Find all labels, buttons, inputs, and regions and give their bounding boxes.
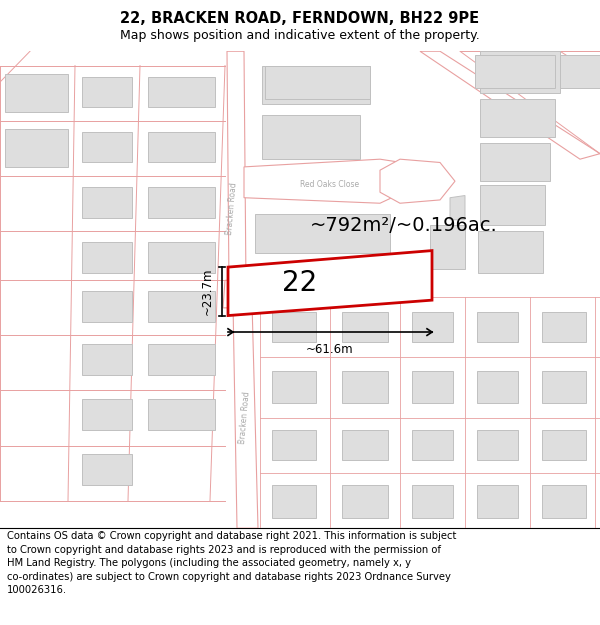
Polygon shape	[272, 371, 316, 402]
Polygon shape	[82, 454, 132, 485]
Polygon shape	[233, 302, 258, 528]
Polygon shape	[477, 371, 518, 402]
Text: Bracken Road: Bracken Road	[238, 391, 252, 444]
Polygon shape	[412, 371, 453, 402]
Polygon shape	[82, 132, 132, 162]
Polygon shape	[560, 54, 600, 88]
Polygon shape	[82, 242, 132, 272]
Polygon shape	[380, 159, 455, 203]
Polygon shape	[227, 51, 246, 286]
Polygon shape	[262, 115, 360, 159]
Text: ~23.7m: ~23.7m	[201, 268, 214, 315]
Polygon shape	[420, 51, 600, 159]
Polygon shape	[228, 251, 432, 316]
Polygon shape	[148, 187, 215, 218]
Polygon shape	[82, 187, 132, 218]
Polygon shape	[542, 485, 586, 518]
Polygon shape	[148, 399, 215, 430]
Polygon shape	[82, 344, 132, 375]
Text: ~61.6m: ~61.6m	[306, 343, 354, 356]
Polygon shape	[244, 159, 430, 203]
Polygon shape	[542, 371, 586, 402]
Polygon shape	[412, 485, 453, 518]
Polygon shape	[480, 51, 560, 93]
Polygon shape	[477, 485, 518, 518]
Polygon shape	[412, 430, 453, 460]
Polygon shape	[5, 74, 68, 112]
Polygon shape	[82, 399, 132, 430]
Polygon shape	[475, 54, 555, 88]
Polygon shape	[262, 66, 370, 104]
Polygon shape	[82, 291, 132, 322]
Polygon shape	[412, 312, 453, 342]
Polygon shape	[223, 281, 252, 308]
Polygon shape	[272, 485, 316, 518]
Polygon shape	[272, 430, 316, 460]
Polygon shape	[450, 196, 465, 220]
Text: 22, BRACKEN ROAD, FERNDOWN, BH22 9PE: 22, BRACKEN ROAD, FERNDOWN, BH22 9PE	[121, 11, 479, 26]
Polygon shape	[342, 371, 388, 402]
Polygon shape	[265, 66, 370, 99]
Text: 22: 22	[283, 269, 317, 298]
Polygon shape	[477, 312, 518, 342]
Polygon shape	[478, 231, 543, 272]
Polygon shape	[480, 142, 550, 181]
Polygon shape	[148, 344, 215, 375]
Polygon shape	[342, 430, 388, 460]
Polygon shape	[430, 225, 465, 269]
Text: ~792m²/~0.196ac.: ~792m²/~0.196ac.	[310, 216, 498, 235]
Polygon shape	[5, 129, 68, 167]
Polygon shape	[542, 312, 586, 342]
Polygon shape	[480, 184, 545, 225]
Polygon shape	[148, 291, 215, 322]
Polygon shape	[477, 430, 518, 460]
Polygon shape	[148, 77, 215, 108]
Polygon shape	[342, 485, 388, 518]
Polygon shape	[272, 312, 316, 342]
Polygon shape	[480, 99, 555, 137]
Text: Map shows position and indicative extent of the property.: Map shows position and indicative extent…	[120, 29, 480, 42]
Polygon shape	[342, 312, 388, 342]
Polygon shape	[148, 132, 215, 162]
Text: Contains OS data © Crown copyright and database right 2021. This information is : Contains OS data © Crown copyright and d…	[7, 531, 457, 596]
Polygon shape	[82, 77, 132, 108]
Polygon shape	[255, 214, 390, 253]
Text: Red Oaks Close: Red Oaks Close	[301, 180, 359, 189]
Polygon shape	[542, 430, 586, 460]
Text: Bracken Road: Bracken Road	[225, 182, 239, 236]
Polygon shape	[148, 242, 215, 272]
